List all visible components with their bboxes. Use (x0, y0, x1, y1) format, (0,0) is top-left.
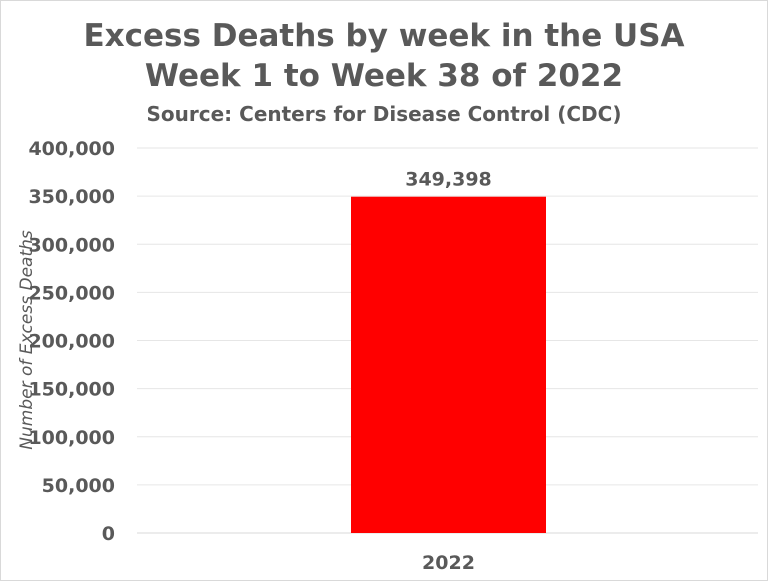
y-tick-label: 300,000 (28, 234, 115, 256)
y-tick-label: 50,000 (42, 475, 115, 497)
data-label: 349,398 (405, 169, 492, 191)
x-tick-label: 2022 (422, 552, 475, 574)
y-tick-label: 400,000 (28, 138, 115, 160)
x-axis-ticks: 2022 (422, 552, 475, 574)
chart-subtitle: Source: Centers for Disease Control (CDC… (147, 102, 622, 126)
bars: 349,398 (351, 169, 546, 534)
y-tick-label: 100,000 (28, 427, 115, 449)
bar (351, 196, 546, 534)
y-tick-label: 350,000 (28, 186, 115, 208)
chart-title-line-2: Week 1 to Week 38 of 2022 (145, 58, 623, 94)
y-axis-title: Number of Excess Deaths (17, 230, 37, 450)
y-tick-label: 200,000 (28, 331, 115, 353)
y-tick-label: 150,000 (28, 379, 115, 401)
chart-title-line-1: Excess Deaths by week in the USA (83, 18, 684, 54)
y-tick-label: 250,000 (28, 282, 115, 304)
y-axis-ticks: 0 50,000 100,000 150,000 200,000 250,000 300,0… (28, 138, 115, 545)
y-tick-label: 0 (102, 523, 115, 545)
